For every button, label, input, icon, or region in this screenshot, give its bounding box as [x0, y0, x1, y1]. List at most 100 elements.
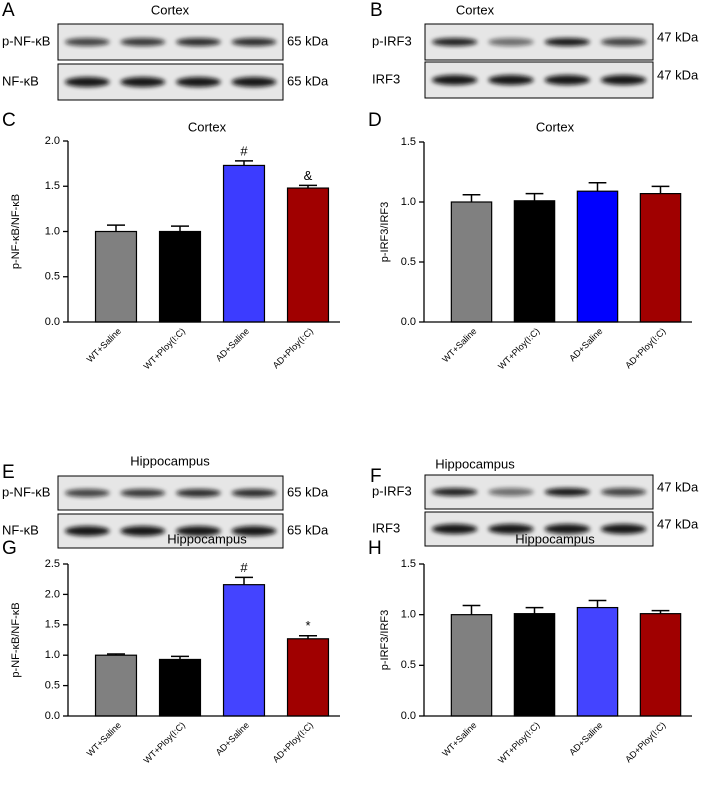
blot-label: p-NF-κB [2, 484, 50, 499]
y-tick-label: 2.5 [45, 558, 60, 570]
x-tick-label: WT+Ploy(I:C) [496, 326, 541, 371]
bar [450, 614, 493, 717]
blot-label: IRF3 [372, 520, 400, 535]
x-tick-label: AD+Ploy(I:C) [623, 720, 667, 764]
y-tick-label: 0.5 [401, 659, 416, 671]
y-tick-label: 0.0 [45, 316, 60, 328]
y-axis-label: p-NF-κB/NF-κB [10, 194, 22, 269]
blot-band [120, 77, 166, 87]
blot-band [544, 75, 591, 85]
blot-label: p-IRF3 [372, 33, 412, 48]
blot-size: 65 kDa [287, 33, 329, 48]
bar [94, 654, 138, 717]
blot-band [64, 77, 110, 87]
blot-size: 47 kDa [657, 29, 699, 44]
panel-letter: F [370, 466, 382, 487]
y-tick-label: 1.5 [401, 136, 416, 148]
y-tick-label: 0.0 [401, 316, 416, 328]
blot-band [544, 488, 591, 496]
x-tick-label: AD+Saline [214, 326, 251, 363]
bar [222, 164, 266, 323]
blot-title: Cortex [456, 2, 495, 17]
panel-letter: C [2, 110, 16, 131]
blot-band [488, 488, 534, 496]
bar [450, 201, 493, 323]
chart-title: Hippocampus [515, 531, 595, 546]
panel-letter: H [368, 538, 382, 559]
bar [222, 584, 266, 717]
blot-band [120, 526, 166, 536]
blot-band [431, 488, 478, 496]
x-tick-label: AD+Ploy(I:C) [623, 326, 667, 370]
significance-marker: # [240, 143, 248, 158]
bar [158, 230, 202, 323]
x-tick-label: WT+Saline [440, 326, 478, 364]
blot-band [231, 38, 277, 46]
blot-band [600, 488, 647, 496]
blot-size: 47 kDa [657, 516, 699, 531]
x-tick-label: WT+Ploy(I:C) [496, 720, 541, 765]
y-tick-label: 1.5 [401, 558, 416, 570]
y-axis-label: p-NF-κB/NF-κB [10, 602, 22, 677]
y-tick-label: 1.0 [45, 649, 60, 661]
blot-band [175, 77, 221, 87]
x-tick-label: AD+Saline [214, 720, 251, 757]
x-tick-label: AD+Saline [567, 720, 604, 757]
x-tick-label: WT+Saline [85, 326, 123, 364]
blot-title: Hippocampus [130, 453, 210, 468]
blot-band [544, 524, 591, 534]
blot-title: Hippocampus [435, 456, 515, 471]
y-tick-label: 0.0 [401, 710, 416, 722]
blot-band [431, 75, 478, 85]
x-tick-label: WT+Saline [440, 720, 478, 758]
blot-band [175, 526, 221, 536]
y-tick-label: 2.0 [45, 135, 60, 147]
bar [94, 230, 138, 323]
panel-letter: D [368, 110, 382, 131]
blot-band [488, 38, 534, 46]
blot-band [64, 38, 110, 46]
blot-band [120, 489, 166, 497]
y-axis-label: p-IRF3/IRF3 [379, 202, 391, 263]
blot-label: NF-κB [2, 73, 39, 88]
blot-size: 65 kDa [287, 522, 329, 537]
x-tick-label: AD+Saline [567, 326, 604, 363]
bar [286, 638, 330, 717]
y-tick-label: 1.5 [45, 619, 60, 631]
blot-band [175, 489, 221, 497]
blot-band [488, 524, 534, 534]
panel-letter: A [2, 0, 15, 21]
bar [639, 613, 682, 717]
bar [576, 190, 619, 323]
y-tick-label: 0.5 [401, 256, 416, 268]
blot-band [231, 77, 277, 87]
blot-band [488, 75, 534, 85]
bar [513, 613, 556, 717]
bar [513, 200, 556, 323]
blot-band [431, 38, 478, 46]
significance-marker: & [304, 168, 313, 183]
blot-band [64, 526, 110, 536]
blot-band [231, 489, 277, 497]
bar [158, 658, 202, 717]
x-tick-label: WT+Ploy(I:C) [142, 720, 187, 765]
blot-label: p-IRF3 [372, 483, 412, 498]
blot-band [120, 38, 166, 46]
y-axis-label: p-IRF3/IRF3 [379, 610, 391, 671]
x-tick-label: WT+Ploy(I:C) [142, 326, 187, 371]
x-tick-label: WT+Saline [85, 720, 123, 758]
blot-title: Cortex [151, 2, 190, 17]
significance-marker: # [240, 560, 248, 575]
panel-letter: E [2, 462, 15, 483]
blot-label: NF-κB [2, 522, 39, 537]
blot-band [175, 38, 221, 46]
blot-band [600, 38, 647, 46]
significance-marker: * [305, 618, 310, 633]
blot-band [431, 524, 478, 534]
blot-band [231, 526, 277, 536]
bar [576, 606, 619, 717]
y-tick-label: 0.0 [45, 710, 60, 722]
blot-label: p-NF-κB [2, 33, 50, 48]
blot-size: 65 kDa [287, 484, 329, 499]
